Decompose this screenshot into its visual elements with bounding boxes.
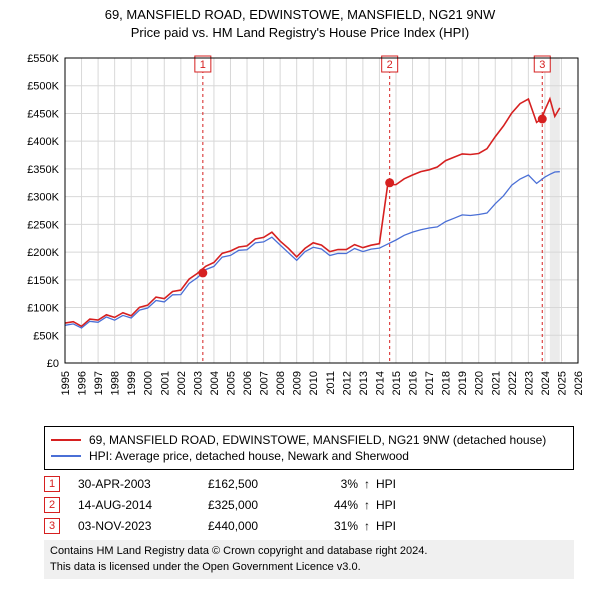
legend-swatch [51,439,81,441]
x-tick-label: 2024 [539,371,551,395]
sale-dot [537,115,546,124]
legend-box: 69, MANSFIELD ROAD, EDWINSTOWE, MANSFIEL… [44,426,574,470]
event-date: 14-AUG-2014 [78,498,208,512]
title-line-2: Price paid vs. HM Land Registry's House … [10,24,590,42]
legend-label: 69, MANSFIELD ROAD, EDWINSTOWE, MANSFIEL… [89,433,546,447]
y-tick-label: £350K [27,164,59,176]
event-arrow: ↑ [364,498,376,512]
event-num-box: 1 [44,476,60,492]
chart-svg: £0 £50K £100K £150K £200K £250K £300K £350K £400… [13,48,588,418]
y-tick-label: £100K [27,303,59,315]
x-tick-label: 2015 [390,371,402,395]
x-tick-label: 2001 [159,371,171,395]
chart: £0 £50K £100K £150K £200K £250K £300K £350K £400… [13,48,588,418]
x-tick-label: 2019 [457,371,469,395]
event-price: £440,000 [208,519,318,533]
event-num-box: 2 [44,497,60,513]
legend-row: HPI: Average price, detached house, Newa… [51,449,567,463]
footer-box: Contains HM Land Registry data © Crown c… [44,540,574,579]
x-tick-label: 2014 [374,371,386,395]
y-tick-label: £300K [27,192,59,204]
event-row: 3 03-NOV-2023£440,00031% ↑HPI [44,518,574,534]
event-price: £325,000 [208,498,318,512]
event-date: 03-NOV-2023 [78,519,208,533]
x-tick-label: 2004 [208,371,220,395]
x-tick-label: 2010 [308,371,320,395]
legend-label: HPI: Average price, detached house, Newa… [89,449,409,463]
y-tick-label: £400K [27,137,59,149]
y-tick-label: £0 [46,358,58,370]
x-tick-label: 2000 [142,371,154,395]
event-suffix: HPI [376,498,396,512]
y-tick-label: £550K [27,53,59,65]
event-price: £162,500 [208,477,318,491]
x-tick-label: 1998 [109,371,121,395]
footer-line-2: This data is licensed under the Open Gov… [50,560,568,575]
event-marker-num: 3 [539,59,545,71]
x-tick-label: 1999 [126,371,138,395]
event-row: 1 30-APR-2003£162,5003% ↑HPI [44,476,574,492]
x-tick-label: 2020 [473,371,485,395]
event-arrow: ↑ [364,519,376,533]
y-tick-label: £50K [33,331,59,343]
y-tick-label: £200K [27,247,59,259]
y-tick-label: £500K [27,81,59,93]
event-pct: 44% [318,498,358,512]
x-tick-label: 2003 [192,371,204,395]
event-marker-num: 1 [199,59,205,71]
plot-area [65,58,578,363]
title-block: 69, MANSFIELD ROAD, EDWINSTOWE, MANSFIEL… [10,6,590,42]
y-tick-label: £150K [27,275,59,287]
x-tick-label: 2013 [357,371,369,395]
event-row: 2 14-AUG-2014£325,00044% ↑HPI [44,497,574,513]
x-tick-label: 1996 [76,371,88,395]
x-tick-label: 2022 [506,371,518,395]
x-tick-label: 2026 [573,371,585,395]
event-date: 30-APR-2003 [78,477,208,491]
x-tick-label: 2007 [258,371,270,395]
y-tick-label: £450K [27,109,59,121]
x-tick-label: 2008 [275,371,287,395]
x-tick-label: 2021 [490,371,502,395]
x-tick-label: 2017 [424,371,436,395]
event-suffix: HPI [376,477,396,491]
events-table: 130-APR-2003£162,5003%↑HPI214-AUG-2014£3… [44,476,574,534]
x-tick-label: 2009 [291,371,303,395]
x-tick-label: 1997 [93,371,105,395]
x-tick-label: 2006 [242,371,254,395]
event-num-box: 3 [44,518,60,534]
footer-line-1: Contains HM Land Registry data © Crown c… [50,544,568,559]
x-tick-label: 2023 [523,371,535,395]
x-tick-label: 2025 [556,371,568,395]
event-marker-num: 2 [386,59,392,71]
event-pct: 3% [318,477,358,491]
legend-swatch [51,455,81,457]
title-line-1: 69, MANSFIELD ROAD, EDWINSTOWE, MANSFIEL… [10,6,590,24]
x-tick-label: 2012 [341,371,353,395]
event-arrow: ↑ [364,477,376,491]
event-suffix: HPI [376,519,396,533]
page-container: 69, MANSFIELD ROAD, EDWINSTOWE, MANSFIEL… [0,0,600,587]
sale-dot [385,179,394,188]
y-tick-label: £250K [27,220,59,232]
sale-dot [198,269,207,278]
legend-row: 69, MANSFIELD ROAD, EDWINSTOWE, MANSFIEL… [51,433,567,447]
x-tick-label: 2016 [407,371,419,395]
x-tick-label: 2018 [440,371,452,395]
x-tick-label: 2005 [225,371,237,395]
x-tick-label: 1995 [60,371,72,395]
x-tick-label: 2002 [175,371,187,395]
event-pct: 31% [318,519,358,533]
x-tick-label: 2011 [324,371,336,395]
